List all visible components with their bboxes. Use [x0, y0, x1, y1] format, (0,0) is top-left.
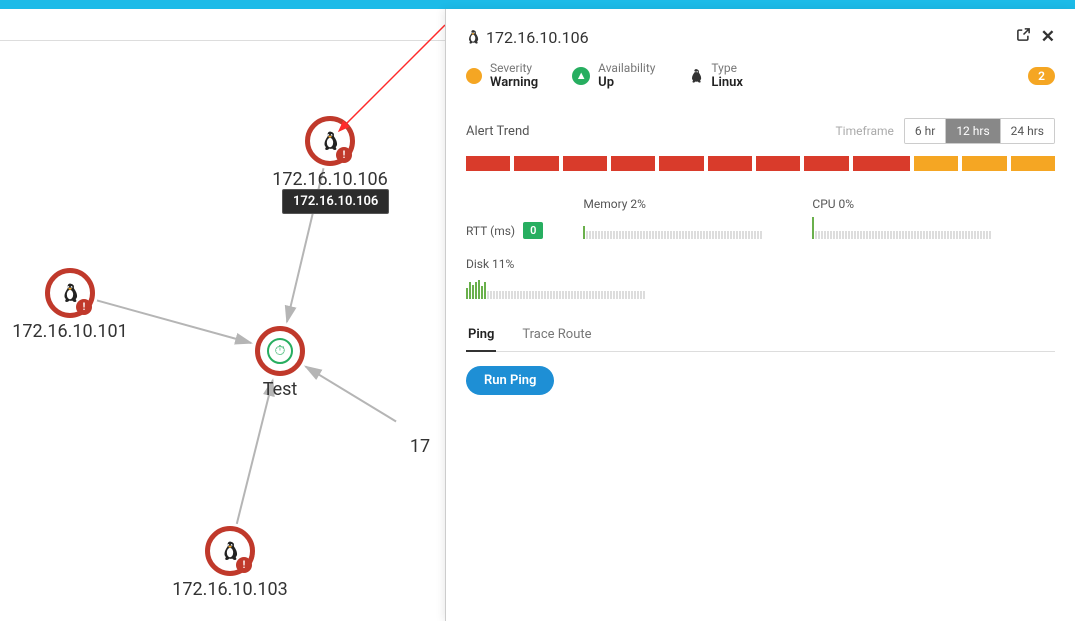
availability-status: ▲ Availability Up: [572, 61, 655, 90]
node-label: 172.16.10.103: [130, 579, 330, 600]
topology-node[interactable]: !: [205, 526, 255, 576]
disk-label: Disk 11%: [466, 257, 645, 271]
trend-segment: [659, 156, 703, 171]
availability-label: Availability: [598, 61, 655, 75]
status-row: Severity Warning ▲ Availability Up Type …: [466, 61, 1055, 90]
topology-node[interactable]: !: [305, 116, 355, 166]
memory-metric: Memory 2%: [583, 197, 762, 239]
availability-value: Up: [598, 75, 655, 90]
trend-segment: [563, 156, 607, 171]
topology-node[interactable]: ⏱: [255, 326, 305, 376]
trend-segment: [611, 156, 655, 171]
severity-label: Severity: [490, 61, 538, 75]
type-status: Type Linux: [689, 61, 743, 90]
topology-node[interactable]: !: [45, 268, 95, 318]
metrics-row-1: RTT (ms) 0 Memory 2% CPU 0%: [466, 197, 1055, 239]
alert-trend-header: Alert Trend Timeframe 6 hr12 hrs24 hrs: [466, 118, 1055, 144]
type-label: Type: [711, 61, 743, 75]
node-tooltip: 172.16.10.106: [282, 189, 389, 214]
alert-trend-bar: [466, 156, 1055, 171]
cpu-metric: CPU 0%: [812, 197, 991, 239]
type-value: Linux: [711, 75, 743, 90]
trend-segment: [962, 156, 1006, 171]
rtt-metric: RTT (ms) 0: [466, 222, 543, 239]
timeframe-option[interactable]: 6 hr: [905, 119, 946, 143]
memory-label: Memory 2%: [583, 197, 762, 211]
alert-badge-icon: !: [236, 557, 252, 573]
trend-segment: [756, 156, 800, 171]
panel-title: 172.16.10.106: [466, 28, 589, 47]
node-label: Test: [180, 379, 380, 400]
top-accent-bar: [0, 0, 1075, 9]
timeframe-label: Timeframe: [836, 124, 894, 138]
cpu-label: CPU 0%: [812, 197, 991, 211]
detail-panel: 172.16.10.106 ✕ Severity Warning ▲ Avail…: [445, 9, 1075, 621]
severity-dot-icon: [466, 68, 482, 84]
trend-segment: [466, 156, 510, 171]
linux-icon: [466, 29, 480, 45]
availability-up-icon: ▲: [572, 67, 590, 85]
severity-status: Severity Warning: [466, 61, 538, 90]
alert-trend-label: Alert Trend: [466, 124, 529, 139]
memory-sparkline: [583, 217, 762, 239]
cpu-sparkline: [812, 217, 991, 239]
severity-value: Warning: [490, 75, 538, 90]
topology-canvas[interactable]: !172.16.10.106!172.16.10.101⏱Test17!172.…: [0, 41, 445, 621]
trend-segment: [853, 156, 911, 171]
timeframe-group: Timeframe 6 hr12 hrs24 hrs: [836, 118, 1055, 144]
run-ping-button[interactable]: Run Ping: [466, 366, 554, 395]
tab-ping[interactable]: Ping: [466, 319, 496, 352]
alert-badge-icon: !: [76, 299, 92, 315]
node-label: 172.16.10.106: [230, 169, 430, 190]
disk-sparkline: [466, 277, 645, 299]
rtt-value-badge: 0: [523, 222, 543, 239]
node-label: 172.16.10.101: [0, 321, 170, 342]
tab-trace-route[interactable]: Trace Route: [520, 319, 593, 351]
trend-segment: [804, 156, 848, 171]
panel-title-text: 172.16.10.106: [486, 28, 589, 47]
alert-count-badge[interactable]: 2: [1028, 67, 1055, 85]
linux-icon: [689, 68, 703, 84]
popout-icon[interactable]: [1016, 27, 1031, 47]
timeframe-option[interactable]: 24 hrs: [1001, 119, 1054, 143]
trend-segment: [708, 156, 752, 171]
timeframe-segmented[interactable]: 6 hr12 hrs24 hrs: [904, 118, 1055, 144]
trend-segment: [514, 156, 558, 171]
metrics-row-2: Disk 11%: [466, 257, 1055, 299]
panel-actions: ✕: [1016, 27, 1055, 47]
close-icon[interactable]: ✕: [1041, 27, 1055, 47]
trend-segment: [914, 156, 958, 171]
timeframe-option[interactable]: 12 hrs: [946, 119, 1000, 143]
panel-header: 172.16.10.106 ✕: [466, 27, 1055, 47]
rtt-label: RTT (ms): [466, 224, 515, 238]
tool-tabs: Ping Trace Route: [466, 319, 1055, 352]
disk-metric: Disk 11%: [466, 257, 645, 299]
trend-segment: [1011, 156, 1055, 171]
alert-badge-icon: !: [336, 147, 352, 163]
